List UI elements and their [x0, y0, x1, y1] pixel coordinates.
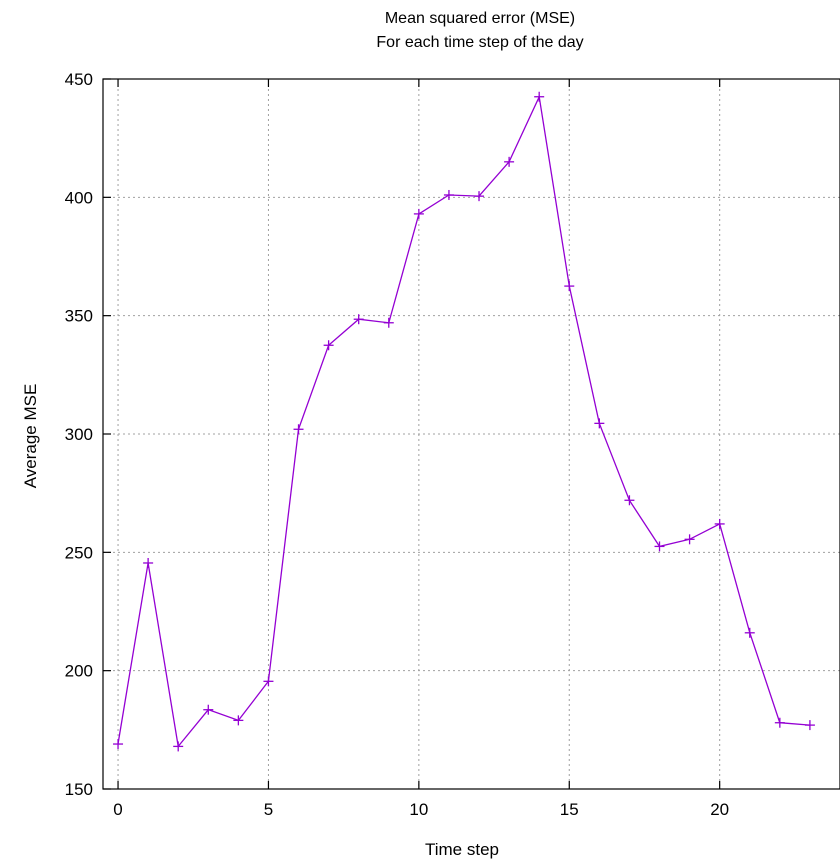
y-tick-label: 150	[65, 780, 93, 799]
y-tick-label: 350	[65, 307, 93, 326]
data-point-marker	[774, 717, 785, 728]
data-point-marker	[233, 715, 244, 726]
gridlines	[103, 79, 840, 789]
y-tick-label: 400	[65, 188, 93, 207]
x-tick-label: 15	[560, 800, 579, 819]
data-point-marker	[594, 418, 605, 429]
x-tick-label: 20	[710, 800, 729, 819]
data-point-marker	[263, 676, 274, 687]
data-point-marker	[504, 156, 515, 167]
data-series	[113, 91, 815, 752]
data-point-marker	[413, 208, 424, 219]
data-point-marker	[443, 189, 454, 200]
data-point-marker	[654, 541, 665, 552]
data-point-marker	[744, 627, 755, 638]
data-point-marker	[624, 495, 635, 506]
chart-subtitle: For each time step of the day	[376, 34, 583, 51]
y-axis-label: Average MSE	[21, 384, 40, 489]
x-tick-label: 0	[113, 800, 122, 819]
data-point-marker	[804, 720, 815, 731]
chart-title: Mean squared error (MSE)	[385, 10, 575, 27]
data-point-marker	[353, 314, 364, 325]
data-point-marker	[293, 424, 304, 435]
x-tick-label: 5	[264, 800, 273, 819]
y-tick-label: 300	[65, 425, 93, 444]
x-tick-label: 10	[409, 800, 428, 819]
data-point-marker	[534, 91, 545, 102]
y-tick-label: 450	[65, 70, 93, 89]
y-tick-label: 250	[65, 543, 93, 562]
data-point-marker	[564, 281, 575, 292]
data-point-marker	[474, 191, 485, 202]
data-point-marker	[203, 704, 214, 715]
data-point-marker	[684, 534, 695, 545]
y-tick-label: 200	[65, 662, 93, 681]
x-axis-label: Time step	[425, 840, 499, 859]
axes: 150 200 250 300 350 400 450 0 5 10 15 20	[65, 70, 840, 819]
data-point-marker	[383, 317, 394, 328]
data-point-marker	[714, 518, 725, 529]
data-point-marker	[323, 340, 334, 351]
data-point-marker	[113, 739, 124, 750]
data-point-marker	[173, 741, 184, 752]
data-point-marker	[143, 557, 154, 568]
series-line	[117, 94, 810, 748]
